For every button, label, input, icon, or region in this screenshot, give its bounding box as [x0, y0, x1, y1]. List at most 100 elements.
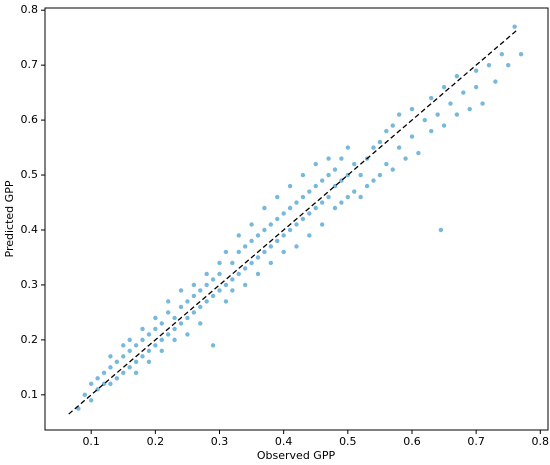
point — [133, 359, 139, 365]
point — [352, 161, 357, 167]
point — [165, 310, 171, 315]
point — [191, 310, 197, 315]
point — [371, 145, 376, 150]
point — [454, 73, 460, 79]
point — [438, 227, 444, 233]
point — [326, 156, 331, 161]
y-tick-label: 0.3 — [21, 278, 39, 291]
point — [172, 326, 177, 332]
point — [275, 216, 280, 222]
point — [441, 84, 447, 90]
point — [281, 249, 286, 255]
point — [339, 156, 344, 161]
point — [217, 288, 222, 293]
point — [326, 194, 331, 200]
point — [255, 255, 261, 260]
x-tick-label: 0.5 — [339, 435, 357, 448]
y-tick-label: 0.8 — [21, 3, 39, 16]
point — [242, 266, 248, 271]
y-tick-label: 0.7 — [21, 58, 39, 71]
x-tick-label: 0.8 — [532, 435, 550, 448]
point — [300, 194, 306, 200]
point — [403, 156, 408, 161]
point — [307, 189, 312, 194]
x-tick-label: 0.1 — [82, 435, 100, 448]
point — [390, 167, 395, 172]
point — [217, 260, 222, 266]
point — [153, 315, 158, 321]
point — [236, 233, 241, 238]
y-tick-label: 0.1 — [21, 388, 39, 401]
point — [178, 321, 184, 326]
point — [82, 392, 87, 398]
point — [249, 260, 254, 266]
point — [287, 205, 293, 211]
point — [281, 233, 286, 238]
point — [486, 62, 492, 68]
point — [441, 123, 447, 128]
point — [242, 244, 248, 249]
point — [210, 293, 216, 299]
point — [165, 299, 171, 304]
point — [230, 288, 235, 293]
point — [153, 326, 158, 332]
point — [448, 101, 453, 106]
point — [140, 326, 145, 332]
point — [300, 172, 306, 178]
point — [461, 90, 466, 95]
point — [319, 222, 325, 227]
y-tick-label: 0.4 — [21, 223, 39, 236]
point — [409, 134, 415, 139]
point — [133, 343, 139, 348]
point — [185, 299, 190, 304]
point — [127, 365, 132, 370]
point — [480, 101, 485, 106]
point — [185, 332, 190, 337]
point — [332, 167, 338, 172]
point — [332, 205, 338, 211]
point — [114, 376, 120, 381]
point — [178, 304, 184, 310]
point — [377, 172, 383, 178]
point — [300, 216, 306, 222]
point — [345, 145, 351, 150]
point — [384, 128, 389, 134]
point — [390, 123, 395, 128]
point — [345, 194, 351, 200]
point — [249, 238, 254, 244]
point — [198, 321, 203, 326]
y-tick-label: 0.6 — [21, 113, 39, 126]
point — [409, 106, 415, 112]
y-tick-label: 0.5 — [21, 168, 39, 181]
point — [88, 381, 94, 387]
point — [127, 348, 132, 354]
x-tick-label: 0.2 — [147, 435, 165, 448]
point — [281, 211, 286, 216]
point — [236, 249, 241, 255]
point — [108, 354, 113, 359]
point — [358, 194, 363, 200]
point — [204, 299, 209, 304]
point — [473, 84, 479, 90]
point — [236, 271, 241, 277]
point — [268, 222, 274, 227]
x-tick-label: 0.3 — [211, 435, 229, 448]
point — [159, 348, 164, 354]
point — [191, 282, 197, 288]
point — [294, 222, 299, 227]
point — [121, 343, 126, 348]
identity-line — [68, 28, 519, 415]
point — [326, 172, 331, 178]
point — [230, 260, 235, 266]
point — [262, 249, 267, 255]
x-axis-label: Observed GPP — [257, 449, 336, 462]
point — [121, 354, 126, 359]
point — [185, 315, 190, 321]
point — [140, 337, 145, 343]
point — [223, 249, 229, 255]
point — [223, 282, 229, 288]
point — [172, 337, 177, 343]
point — [287, 183, 293, 189]
point — [275, 194, 280, 200]
point — [473, 68, 479, 73]
